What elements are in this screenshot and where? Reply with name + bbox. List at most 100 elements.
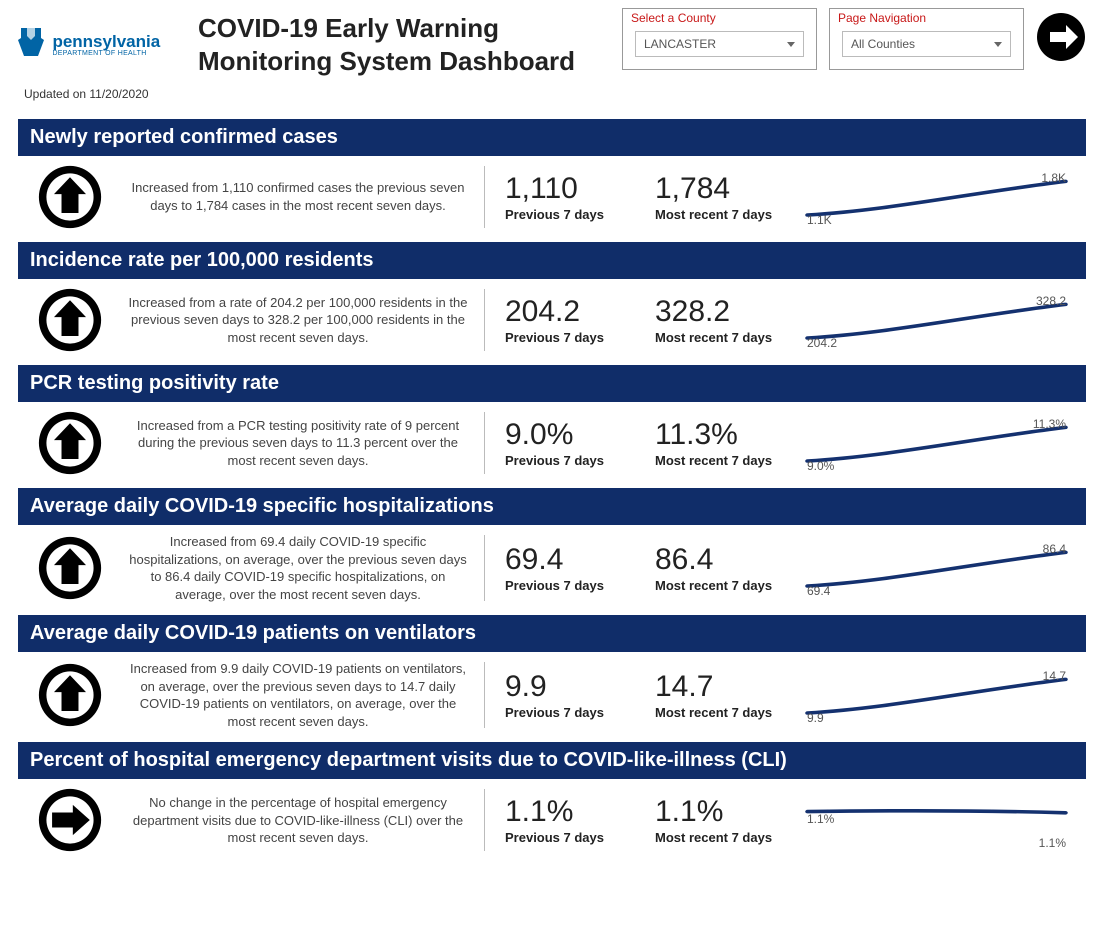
- prev-value: 1.1%: [505, 795, 627, 828]
- panel-header-pcr: PCR testing positivity rate: [18, 365, 1086, 402]
- logo-title: pennsylvania: [52, 33, 160, 50]
- trend-icon-incidence: [22, 287, 118, 353]
- recent-value: 86.4: [655, 543, 777, 576]
- county-selector-label: Select a County: [631, 11, 808, 25]
- sparkline-hosp: 69.4 86.4: [791, 538, 1082, 598]
- prev-value: 204.2: [505, 295, 627, 328]
- next-page-button[interactable]: [1036, 12, 1086, 62]
- sparkline-pcr: 9.0% 11.3%: [791, 413, 1082, 473]
- divider: [484, 289, 485, 351]
- recent-label: Most recent 7 days: [655, 207, 777, 222]
- logo-subtitle: DEPARTMENT OF HEALTH: [52, 50, 160, 57]
- divider: [484, 412, 485, 474]
- divider: [484, 535, 485, 601]
- prev-metric-incidence: 204.2 Previous 7 days: [491, 295, 641, 345]
- panel-description-pcr: Increased from a PCR testing positivity …: [118, 417, 478, 470]
- page-nav-label: Page Navigation: [838, 11, 1015, 25]
- panel-header-incidence: Incidence rate per 100,000 residents: [18, 242, 1086, 279]
- county-dropdown-value: LANCASTER: [644, 37, 716, 51]
- prev-metric-vent: 9.9 Previous 7 days: [491, 670, 641, 720]
- panel-header-cli: Percent of hospital emergency department…: [18, 742, 1086, 779]
- recent-metric-pcr: 11.3% Most recent 7 days: [641, 418, 791, 468]
- panel-description-hosp: Increased from 69.4 daily COVID-19 speci…: [118, 533, 478, 603]
- recent-value: 11.3%: [655, 418, 777, 451]
- panel-header-cases: Newly reported confirmed cases: [18, 119, 1086, 156]
- recent-value: 328.2: [655, 295, 777, 328]
- panel-body-incidence: Increased from a rate of 204.2 per 100,0…: [18, 279, 1086, 359]
- recent-metric-cases: 1,784 Most recent 7 days: [641, 172, 791, 222]
- spark-right-label: 86.4: [1043, 542, 1066, 556]
- logo-block: pennsylvania DEPARTMENT OF HEALTH: [18, 8, 188, 63]
- panel-description-incidence: Increased from a rate of 204.2 per 100,0…: [118, 294, 478, 347]
- updated-date: Updated on 11/20/2020: [24, 87, 1104, 101]
- prev-label: Previous 7 days: [505, 207, 627, 222]
- spark-left-label: 9.0%: [807, 459, 834, 473]
- trend-icon-cli: [22, 787, 118, 853]
- dashboard-title: COVID-19 Early Warning Monitoring System…: [198, 12, 610, 77]
- page-nav-dropdown[interactable]: All Counties: [842, 31, 1011, 57]
- trend-icon-pcr: [22, 410, 118, 476]
- recent-metric-cli: 1.1% Most recent 7 days: [641, 795, 791, 845]
- spark-left-label: 9.9: [807, 711, 824, 725]
- panel-description-cases: Increased from 1,110 confirmed cases the…: [118, 179, 478, 214]
- prev-label: Previous 7 days: [505, 578, 627, 593]
- recent-label: Most recent 7 days: [655, 330, 777, 345]
- prev-label: Previous 7 days: [505, 453, 627, 468]
- trend-icon-hosp: [22, 535, 118, 601]
- sparkline-vent: 9.9 14.7: [791, 665, 1082, 725]
- spark-right-label: 11.3%: [1033, 417, 1066, 431]
- sparkline-cli: 1.1% 1.1%: [791, 790, 1082, 850]
- prev-label: Previous 7 days: [505, 830, 627, 845]
- prev-value: 9.0%: [505, 418, 627, 451]
- prev-metric-cli: 1.1% Previous 7 days: [491, 795, 641, 845]
- prev-value: 9.9: [505, 670, 627, 703]
- panel-body-vent: Increased from 9.9 daily COVID-19 patien…: [18, 652, 1086, 736]
- spark-left-label: 1.1K: [807, 213, 832, 227]
- chevron-down-icon: [787, 42, 795, 47]
- sparkline-cases: 1.1K 1.8K: [791, 167, 1082, 227]
- recent-value: 1.1%: [655, 795, 777, 828]
- divider: [484, 166, 485, 228]
- recent-label: Most recent 7 days: [655, 830, 777, 845]
- prev-value: 69.4: [505, 543, 627, 576]
- page-nav-dropdown-value: All Counties: [851, 37, 915, 51]
- spark-right-label: 1.8K: [1041, 171, 1066, 185]
- panel-header-hosp: Average daily COVID-19 specific hospital…: [18, 488, 1086, 525]
- spark-left-label: 69.4: [807, 584, 830, 598]
- divider: [484, 662, 485, 728]
- sparkline-incidence: 204.2 328.2: [791, 290, 1082, 350]
- recent-label: Most recent 7 days: [655, 578, 777, 593]
- chevron-down-icon: [994, 42, 1002, 47]
- header: pennsylvania DEPARTMENT OF HEALTH COVID-…: [0, 0, 1104, 77]
- recent-metric-hosp: 86.4 Most recent 7 days: [641, 543, 791, 593]
- trend-icon-vent: [22, 662, 118, 728]
- panel-body-pcr: Increased from a PCR testing positivity …: [18, 402, 1086, 482]
- panels-container: Newly reported confirmed cases Increased …: [0, 105, 1104, 863]
- panel-body-cli: No change in the percentage of hospital …: [18, 779, 1086, 859]
- recent-label: Most recent 7 days: [655, 705, 777, 720]
- spark-left-label: 204.2: [807, 336, 837, 350]
- page-nav-selector: Page Navigation All Counties: [829, 8, 1024, 70]
- panel-body-hosp: Increased from 69.4 daily COVID-19 speci…: [18, 525, 1086, 609]
- spark-right-label: 1.1%: [1039, 836, 1066, 850]
- spark-right-label: 14.7: [1043, 669, 1066, 683]
- county-selector: Select a County LANCASTER: [622, 8, 817, 70]
- recent-label: Most recent 7 days: [655, 453, 777, 468]
- recent-metric-incidence: 328.2 Most recent 7 days: [641, 295, 791, 345]
- prev-label: Previous 7 days: [505, 330, 627, 345]
- spark-left-label: 1.1%: [807, 812, 834, 826]
- prev-metric-pcr: 9.0% Previous 7 days: [491, 418, 641, 468]
- prev-metric-hosp: 69.4 Previous 7 days: [491, 543, 641, 593]
- spark-right-label: 328.2: [1036, 294, 1066, 308]
- county-dropdown[interactable]: LANCASTER: [635, 31, 804, 57]
- prev-value: 1,110: [505, 172, 627, 205]
- recent-value: 14.7: [655, 670, 777, 703]
- panel-description-vent: Increased from 9.9 daily COVID-19 patien…: [118, 660, 478, 730]
- panel-header-vent: Average daily COVID-19 patients on venti…: [18, 615, 1086, 652]
- recent-value: 1,784: [655, 172, 777, 205]
- panel-description-cli: No change in the percentage of hospital …: [118, 794, 478, 847]
- trend-icon-cases: [22, 164, 118, 230]
- prev-metric-cases: 1,110 Previous 7 days: [491, 172, 641, 222]
- prev-label: Previous 7 days: [505, 705, 627, 720]
- panel-body-cases: Increased from 1,110 confirmed cases the…: [18, 156, 1086, 236]
